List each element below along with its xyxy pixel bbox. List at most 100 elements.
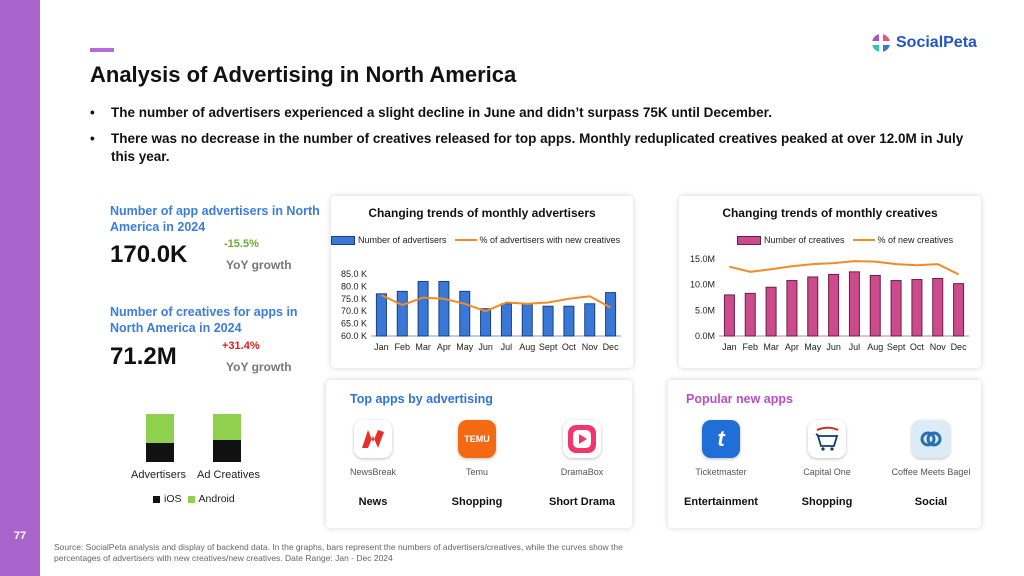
android-share-bar	[213, 414, 241, 440]
bar-mark	[605, 292, 617, 337]
bar-mark	[500, 303, 512, 337]
advertisers-stat-value: 170.0K	[110, 241, 188, 268]
creatives-legend-swatch	[737, 235, 761, 245]
newsbreak-icon	[354, 420, 392, 458]
x-tick-label: Jan	[374, 342, 389, 352]
bar-mark	[869, 274, 881, 337]
temu-icon-text: TEMU	[464, 434, 490, 444]
ticketmaster-icon: t	[702, 420, 740, 458]
bar-mark	[828, 273, 840, 337]
bar-mark	[584, 303, 596, 337]
creatives-stat-value: 71.2M	[110, 343, 177, 370]
bar-mark	[765, 286, 777, 337]
bullet-text: The number of advertisers experienced a …	[111, 105, 772, 120]
x-tick-label: Nov	[582, 342, 599, 352]
app-coffee-meets-bagel[interactable]: Coffee Meets Bagel Social	[876, 420, 986, 508]
advertisers-yoy-change: -15.5%	[224, 238, 259, 250]
creatives-stat-label: Number of creatives for apps in North Am…	[110, 305, 298, 335]
bullet-item: • The number of advertisers experienced …	[90, 104, 970, 122]
x-tick-label: Oct	[910, 342, 925, 352]
app-name: Coffee Meets Bagel	[891, 467, 971, 477]
x-tick-label: Oct	[562, 342, 577, 352]
y-tick-label: 15.0M	[690, 254, 715, 264]
x-tick-label: Jun	[478, 342, 493, 352]
source-footnote: Source: SocialPeta analysis and display …	[54, 542, 623, 563]
bullet-item: • There was no decrease in the number of…	[90, 130, 970, 166]
bullet-dot-icon: •	[90, 105, 95, 120]
app-name: Temu	[465, 467, 488, 477]
x-tick-label: Sept	[887, 342, 906, 352]
bar-mark	[807, 276, 819, 337]
bar-mark	[723, 294, 735, 337]
creatives-line-legend-label: % of new creatives	[877, 235, 954, 245]
x-tick-label: Feb	[742, 342, 758, 352]
creatives-line-legend-swatch	[852, 239, 875, 241]
dramabox-icon	[563, 420, 601, 458]
bar-mark	[890, 280, 902, 337]
x-tick-label: Dec	[951, 342, 968, 352]
app-category: Short Drama	[548, 496, 616, 508]
app-name: DramaBox	[560, 467, 604, 477]
trend-line	[729, 260, 960, 276]
top-apps-card: Top apps by advertising NewsBreak News T…	[326, 380, 632, 528]
advertisers-chart-card: Changing trends of monthly advertisers N…	[331, 196, 633, 368]
popular-apps-title: Popular new apps	[686, 392, 793, 406]
x-tick-label: May	[456, 342, 474, 352]
bar-mark	[953, 283, 965, 337]
bar-mark	[396, 290, 408, 337]
ios-legend-swatch	[153, 495, 160, 503]
bar-mark	[542, 305, 554, 337]
ticketmaster-icon-text: t	[717, 426, 725, 451]
creatives-chart-card: Changing trends of monthly creatives Num…	[679, 196, 981, 368]
advertisers-legend-label: Number of advertisers	[358, 235, 447, 245]
android-legend-label: Android	[198, 493, 235, 505]
bullet-text: There was no decrease in the number of c…	[111, 131, 964, 164]
page-title: Analysis of Advertising in North America	[90, 62, 517, 87]
temu-icon: TEMU	[458, 420, 496, 458]
y-tick-label: 65.0 K	[341, 319, 367, 329]
trend-line	[380, 294, 612, 313]
app-dramabox[interactable]: DramaBox Short Drama	[527, 420, 637, 508]
x-tick-label: Mar	[763, 342, 779, 352]
bar-mark	[911, 279, 923, 337]
app-category: Shopping	[801, 496, 853, 508]
bar-mark	[932, 278, 944, 337]
bullet-dot-icon: •	[90, 131, 95, 146]
bar-mark	[417, 280, 429, 337]
popular-apps-card: Popular new apps t Ticketmaster Entertai…	[668, 380, 981, 528]
ios-legend-label: iOS	[164, 493, 182, 505]
app-newsbreak[interactable]: NewsBreak News	[318, 420, 428, 508]
coffee-meets-bagel-icon	[912, 420, 950, 458]
app-category: Social	[914, 496, 948, 508]
bullet-list: • The number of advertisers experienced …	[90, 104, 970, 174]
bar-mark	[521, 303, 533, 337]
socialpeta-logo: SocialPeta	[871, 33, 977, 53]
x-tick-label: Mar	[415, 342, 431, 352]
creatives-chart-legend: Number of creatives % of new creatives	[737, 235, 953, 245]
app-name: Ticketmaster	[695, 467, 747, 477]
x-tick-label: Jul	[849, 342, 861, 352]
ad-creatives-bar-label: Ad Creatives	[197, 469, 260, 481]
android-legend-swatch	[187, 495, 195, 503]
socialpeta-logo-icon	[872, 34, 890, 52]
advertisers-bar-label: Advertisers	[131, 469, 187, 481]
advertisers-chart: 60.0 K 65.0 K 70.0 K 75.0 K 80.0 K 85.0 K Jan F…	[341, 269, 621, 352]
creatives-yoy-label: YoY growth	[226, 360, 292, 374]
app-ticketmaster[interactable]: t Ticketmaster Entertainment	[666, 420, 776, 508]
bar-mark	[744, 292, 756, 337]
bar-mark	[375, 293, 387, 337]
x-tick-label: Sept	[539, 342, 558, 352]
capital-one-icon	[808, 420, 846, 458]
creatives-yoy-change: +31.4%	[222, 340, 260, 352]
app-category: Entertainment	[684, 496, 758, 508]
app-temu[interactable]: TEMU Temu Shopping	[422, 420, 532, 508]
bar-mark	[438, 280, 450, 337]
creatives-chart: 0.0M 5.0M 10.0M 15.0M Jan Feb Mar Apr May Jun Jul A…	[690, 254, 969, 352]
app-capital-one[interactable]: Capital One Shopping	[772, 420, 882, 508]
app-name: Capital One	[803, 467, 851, 477]
title-accent-line	[90, 48, 114, 52]
bar-mark	[786, 280, 798, 337]
y-tick-label: 10.0M	[690, 280, 715, 290]
socialpeta-logo-text: SocialPeta	[896, 34, 977, 51]
y-tick-label: 60.0 K	[341, 331, 367, 341]
